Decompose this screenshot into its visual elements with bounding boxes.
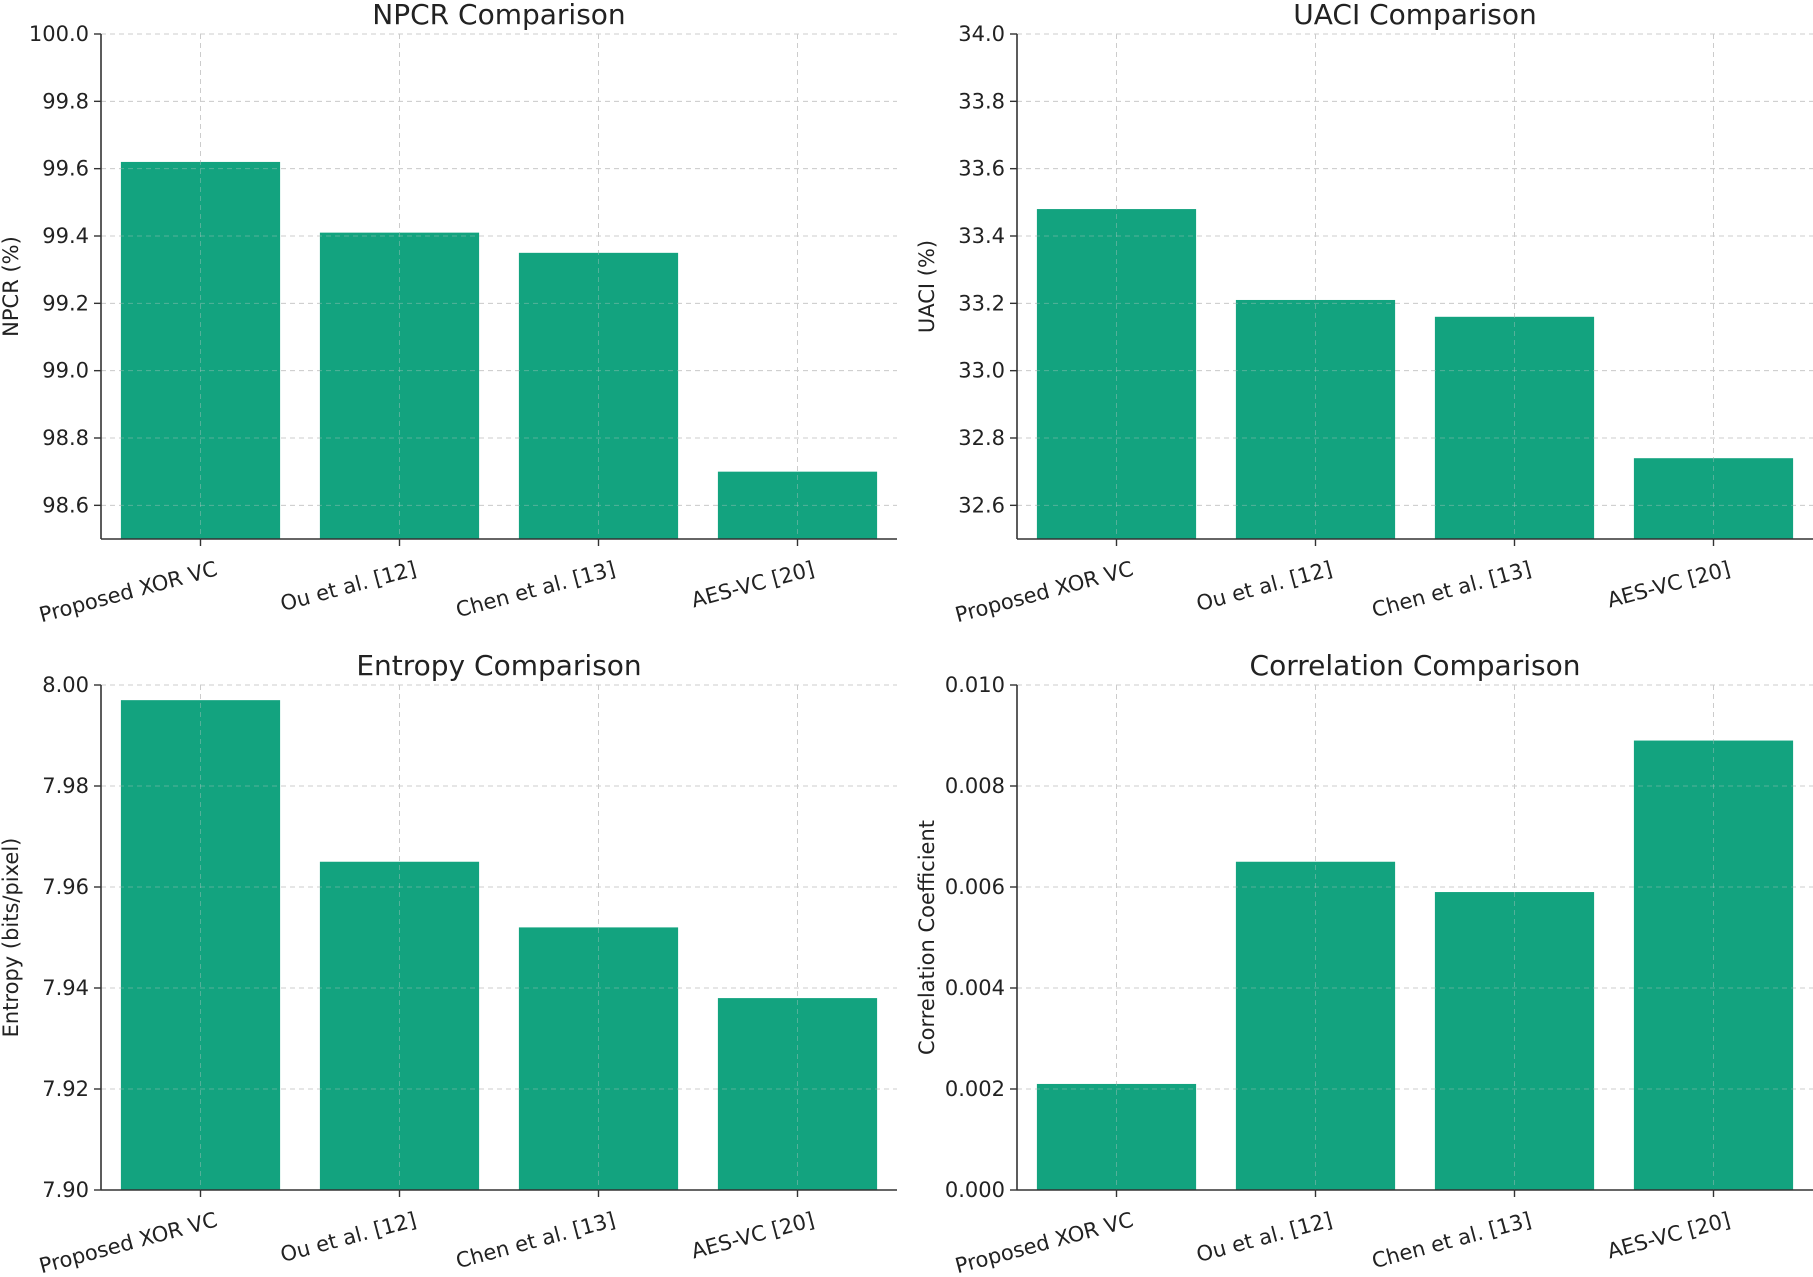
y-tick-label: 98.8 xyxy=(42,426,89,450)
bar xyxy=(1036,209,1197,540)
x-tick-label: Ou et al. [12] xyxy=(1194,557,1335,616)
x-tick-label: Proposed XOR VC xyxy=(37,1208,220,1277)
chart-title: Correlation Comparison xyxy=(1250,649,1581,682)
chart-title: NPCR Comparison xyxy=(372,0,625,31)
y-tick-label: 7.90 xyxy=(42,1178,89,1202)
y-tick-label: 100.0 xyxy=(29,22,89,46)
bar xyxy=(518,252,679,540)
x-tick-label: Proposed XOR VC xyxy=(37,557,220,628)
y-axis-label: Entropy (bits/pixel) xyxy=(0,838,23,1038)
y-tick-label: 33.2 xyxy=(958,291,1005,315)
y-tick-label: 99.0 xyxy=(42,359,89,383)
y-tick-label: 0.006 xyxy=(945,875,1005,899)
chart-panel-3: Entropy Comparison 7.90 7.92 7.94 7.96 7.98 8.… xyxy=(0,649,897,1277)
y-tick-label: 8.00 xyxy=(42,673,89,697)
chart-panel-2: UACI Comparison 32.6 32.8 33.0 33.2 33.4 33.6 3… xyxy=(915,0,1813,627)
y-axis-label: NPCR (%) xyxy=(0,236,23,337)
bar xyxy=(319,861,480,1190)
x-tick-label: AES-VC [20] xyxy=(689,557,817,613)
x-tick-label: Proposed XOR VC xyxy=(953,557,1136,628)
chart-panel-1: NPCR Comparison 98.6 98.8 99.0 99.2 99.4 99.6 9… xyxy=(0,0,897,627)
bar xyxy=(518,927,679,1190)
x-tick-label: Ou et al. [12] xyxy=(278,1208,419,1267)
y-tick-label: 32.8 xyxy=(958,426,1005,450)
x-tick-label: Chen et al. [13] xyxy=(453,557,618,623)
y-tick-label: 7.94 xyxy=(42,976,89,1000)
y-tick-label: 99.6 xyxy=(42,157,89,181)
y-tick-label: 7.92 xyxy=(42,1077,89,1101)
chart-title: UACI Comparison xyxy=(1293,0,1537,31)
y-tick-label: 7.96 xyxy=(42,875,89,899)
x-tick-label: AES-VC [20] xyxy=(689,1208,817,1264)
x-tick-label: Chen et al. [13] xyxy=(1369,557,1534,623)
x-tick-label: Ou et al. [12] xyxy=(1194,1208,1335,1267)
bar xyxy=(1235,299,1396,539)
y-tick-label: 33.8 xyxy=(958,89,1005,113)
y-tick-label: 0.004 xyxy=(945,976,1005,1000)
bar xyxy=(1036,1083,1197,1190)
bar xyxy=(319,232,480,539)
y-tick-label: 0.010 xyxy=(945,673,1005,697)
y-tick-label: 32.6 xyxy=(958,493,1005,517)
y-tick-label: 99.2 xyxy=(42,291,89,315)
x-tick-label: AES-VC [20] xyxy=(1605,1208,1733,1264)
y-axis-label: UACI (%) xyxy=(915,240,939,333)
y-tick-label: 98.6 xyxy=(42,493,89,517)
x-tick-label: Chen et al. [13] xyxy=(1369,1208,1534,1274)
y-tick-label: 33.4 xyxy=(958,224,1005,248)
x-tick-label: Ou et al. [12] xyxy=(278,557,419,616)
bar xyxy=(120,161,281,539)
y-axis-label: Correlation Coefficient xyxy=(915,820,939,1055)
chart-panel-4: Correlation Comparison 0.000 0.002 0.004 0.0… xyxy=(915,649,1813,1277)
bar xyxy=(717,998,878,1190)
y-tick-label: 99.4 xyxy=(42,224,89,248)
y-tick-label: 33.6 xyxy=(958,157,1005,181)
bar xyxy=(1633,740,1794,1190)
x-tick-label: AES-VC [20] xyxy=(1605,557,1733,613)
y-tick-label: 0.000 xyxy=(945,1178,1005,1202)
y-tick-label: 0.002 xyxy=(945,1077,1005,1101)
y-tick-label: 99.8 xyxy=(42,89,89,113)
x-tick-label: Chen et al. [13] xyxy=(453,1208,618,1274)
chart-title: Entropy Comparison xyxy=(356,649,641,682)
y-tick-label: 7.98 xyxy=(42,774,89,798)
bar xyxy=(1434,316,1595,539)
bar xyxy=(1633,458,1794,539)
y-tick-label: 33.0 xyxy=(958,359,1005,383)
bar xyxy=(1235,861,1396,1190)
bar xyxy=(1434,892,1595,1190)
y-tick-label: 34.0 xyxy=(958,22,1005,46)
x-tick-label: Proposed XOR VC xyxy=(953,1208,1136,1277)
bar xyxy=(120,700,281,1190)
y-tick-label: 0.008 xyxy=(945,774,1005,798)
bar xyxy=(717,471,878,539)
